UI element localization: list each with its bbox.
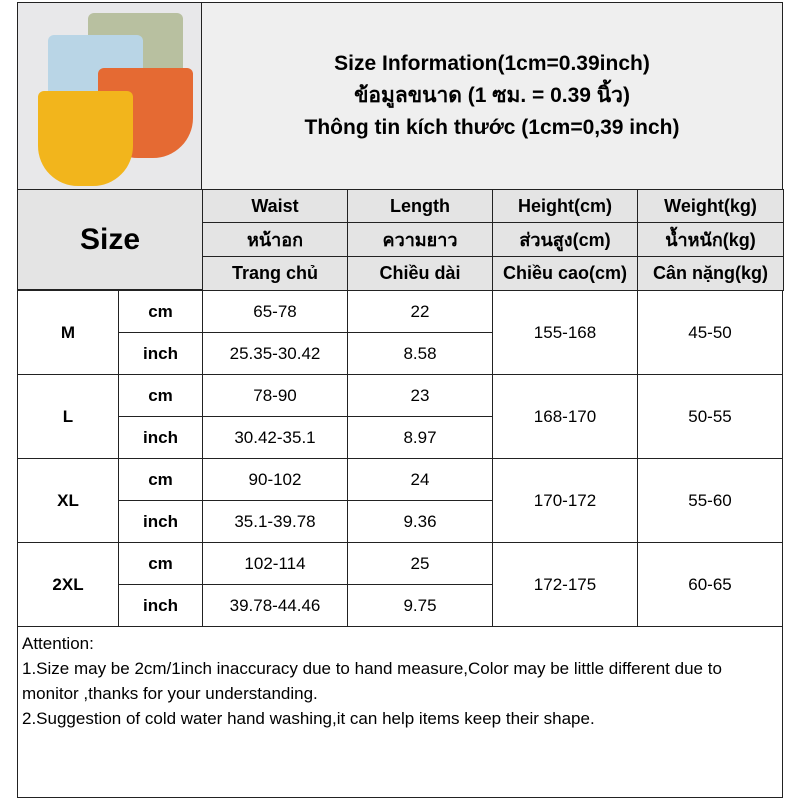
note-2: 2.Suggestion of cold water hand washing,…	[22, 709, 595, 728]
column-header-th: หน้าอก	[202, 222, 348, 257]
product-photo	[17, 2, 202, 190]
unit-cm: cm	[118, 374, 203, 417]
column-header-th: น้ำหนัก(kg)	[637, 222, 784, 257]
size-info-title: Size Information(1cm=0.39inch) ข้อมูลขนา…	[201, 2, 783, 190]
size-cell: M	[17, 290, 119, 375]
title-vi: Thông tin kích thước (1cm=0,39 inch)	[304, 116, 680, 139]
length-inch: 9.75	[347, 584, 493, 627]
length-inch: 8.97	[347, 416, 493, 459]
unit-inch: inch	[118, 332, 203, 375]
unit-cm: cm	[118, 542, 203, 585]
column-header-vi: Chiều dài	[347, 256, 493, 291]
weight-cell: 60-65	[637, 542, 783, 627]
column-header-en: Weight(kg)	[637, 189, 784, 223]
unit-cm: cm	[118, 290, 203, 333]
column-header-th: ความยาว	[347, 222, 493, 257]
waist-inch: 25.35-30.42	[202, 332, 348, 375]
weight-cell: 50-55	[637, 374, 783, 459]
waist-inch: 30.42-35.1	[202, 416, 348, 459]
length-cm: 24	[347, 458, 493, 501]
size-cell: 2XL	[17, 542, 119, 627]
length-cm: 22	[347, 290, 493, 333]
column-header-en: Waist	[202, 189, 348, 223]
note-1: 1.Size may be 2cm/1inch inaccuracy due t…	[22, 659, 722, 703]
waist-inch: 35.1-39.78	[202, 500, 348, 543]
column-header-vi: Chiều cao(cm)	[492, 256, 638, 291]
column-header-en: Height(cm)	[492, 189, 638, 223]
waist-cm: 78-90	[202, 374, 348, 417]
unit-inch: inch	[118, 584, 203, 627]
length-inch: 9.36	[347, 500, 493, 543]
attention-notes: Attention: 1.Size may be 2cm/1inch inacc…	[17, 626, 783, 798]
column-header-en: Length	[347, 189, 493, 223]
column-header-vi: Trang chủ	[202, 256, 348, 291]
height-cell: 170-172	[492, 458, 638, 543]
length-cm: 23	[347, 374, 493, 417]
size-cell: XL	[17, 458, 119, 543]
length-inch: 8.58	[347, 332, 493, 375]
size-cell: L	[17, 374, 119, 459]
column-header-th: ส่วนสูง(cm)	[492, 222, 638, 257]
title-en: Size Information(1cm=0.39inch)	[334, 52, 650, 75]
length-cm: 25	[347, 542, 493, 585]
weight-cell: 55-60	[637, 458, 783, 543]
size-header: Size	[17, 189, 203, 290]
height-cell: 172-175	[492, 542, 638, 627]
weight-cell: 45-50	[637, 290, 783, 375]
yellow-panty	[38, 91, 133, 186]
unit-cm: cm	[118, 458, 203, 501]
waist-cm: 65-78	[202, 290, 348, 333]
waist-inch: 39.78-44.46	[202, 584, 348, 627]
unit-inch: inch	[118, 416, 203, 459]
height-cell: 168-170	[492, 374, 638, 459]
title-th: ข้อมูลขนาด (1 ซม. = 0.39 นิ้ว)	[354, 84, 630, 107]
waist-cm: 102-114	[202, 542, 348, 585]
waist-cm: 90-102	[202, 458, 348, 501]
notes-heading: Attention:	[22, 634, 94, 653]
height-cell: 155-168	[492, 290, 638, 375]
column-header-vi: Cân nặng(kg)	[637, 256, 784, 291]
unit-inch: inch	[118, 500, 203, 543]
